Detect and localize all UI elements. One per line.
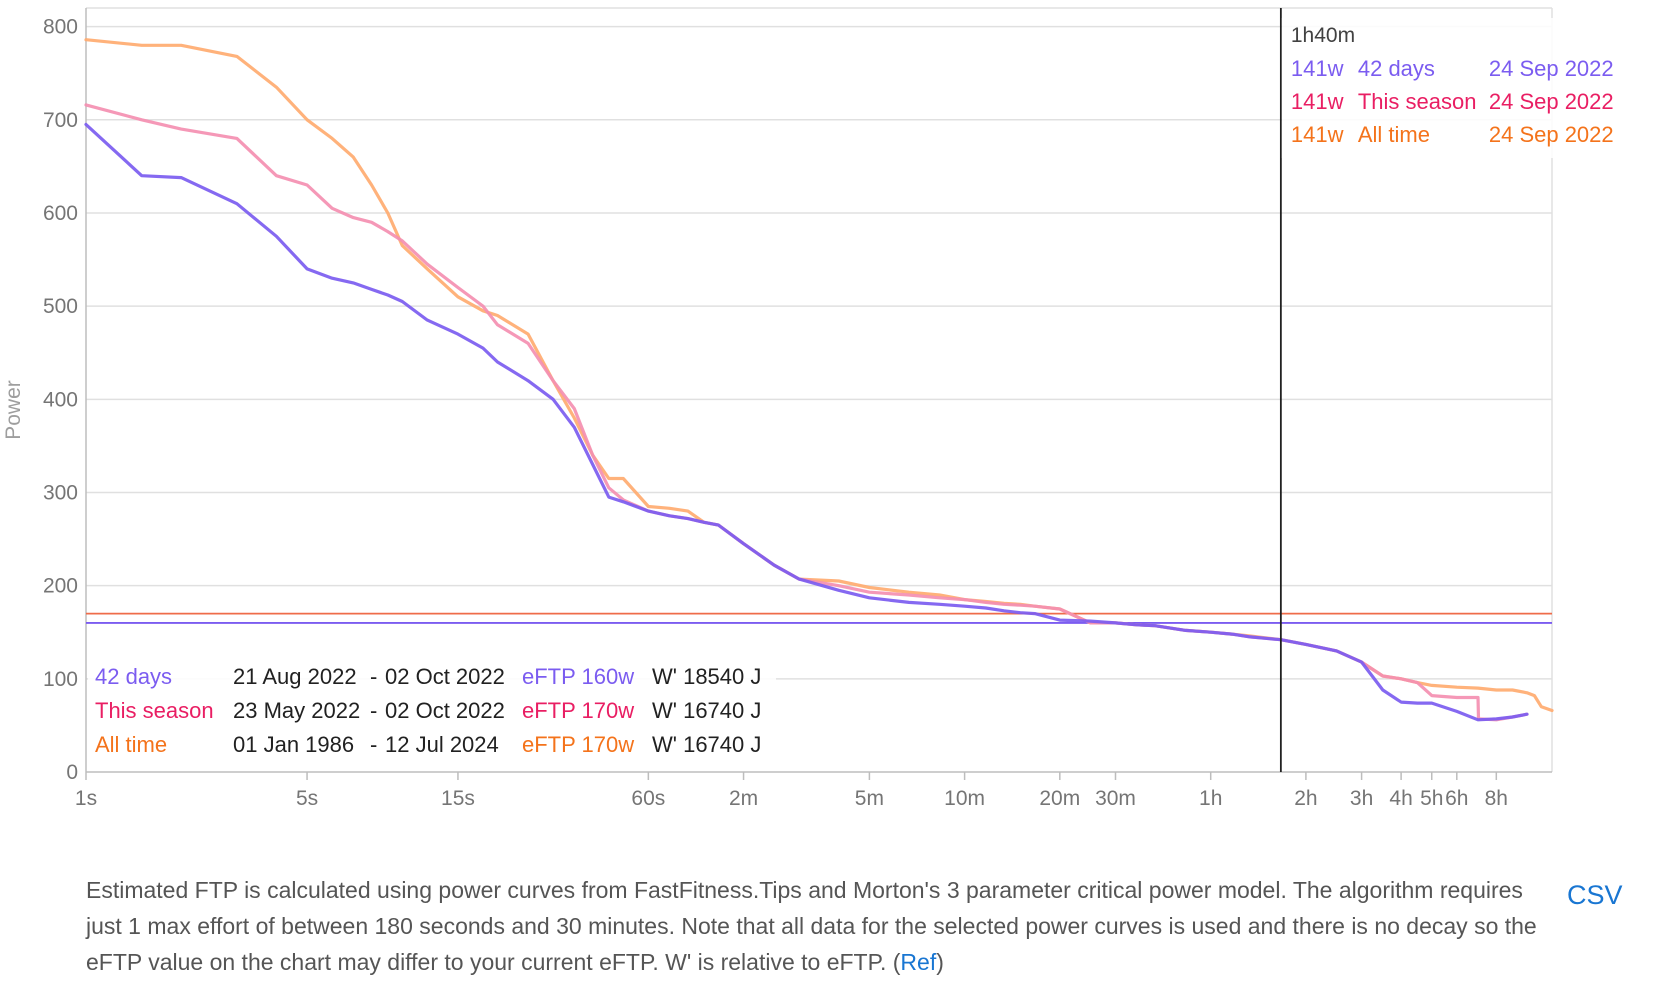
- legend-eftp: eFTP 160w: [522, 664, 634, 689]
- x-tick-label: 2h: [1294, 787, 1317, 810]
- footnote-close: ): [936, 949, 944, 975]
- tooltip-date: 24 Sep 2022: [1489, 56, 1614, 81]
- y-tick-label: 500: [43, 295, 78, 318]
- legend-to: 12 Jul 2024: [385, 732, 499, 757]
- x-tick-label: 8h: [1485, 787, 1508, 810]
- y-axis-ticks: 0 100 200 300 400 500 600 700 800: [43, 16, 78, 784]
- tooltip-box: [1281, 18, 1622, 158]
- x-tick-label: 30m: [1095, 787, 1136, 810]
- tooltip-label: 42 days: [1358, 56, 1435, 81]
- y-tick-label: 200: [43, 575, 78, 598]
- x-tick-label: 4h: [1389, 787, 1412, 810]
- legend-from: 01 Jan 1986: [233, 732, 354, 757]
- legend-label: This season: [95, 698, 214, 723]
- legend: 42 days 21 Aug 2022-02 Oct 2022 eFTP 160w W…: [88, 655, 776, 767]
- legend-box: [88, 655, 776, 767]
- x-tick-label: 5s: [296, 787, 318, 810]
- x-tick-label: 15s: [441, 787, 475, 810]
- legend-to: 02 Oct 2022: [385, 698, 505, 723]
- y-tick-label: 0: [66, 761, 78, 784]
- y-tick-label: 100: [43, 668, 78, 691]
- power-curves: [84, 38, 1554, 722]
- x-tick-label: 60s: [631, 787, 665, 810]
- x-tick-label: 3h: [1350, 787, 1373, 810]
- legend-sep: -: [370, 664, 377, 689]
- legend-label: 42 days: [95, 664, 172, 689]
- eftp-reference-lines: [86, 612, 1552, 624]
- legend-label: All time: [95, 732, 167, 757]
- legend-eftp: eFTP 170w: [522, 732, 634, 757]
- x-axis-ticks: 1s 5s 15s 60s 2m 5m 10m 20m 30m 1h 2h 3h 4h 5h 6h 8h: [75, 772, 1508, 810]
- tooltip-power: 141w: [1291, 89, 1344, 114]
- footnote-text: Estimated FTP is calculated using power …: [86, 877, 1537, 975]
- power-curve-chart: 0 100 200 300 400 500 600 700 800 1s 5s 15s 60s 2m 5m…: [2, 7, 1622, 810]
- legend-from: 21 Aug 2022: [233, 664, 357, 689]
- x-tick-label: 20m: [1039, 787, 1080, 810]
- series-line: [84, 122, 1529, 722]
- tooltip-date: 24 Sep 2022: [1489, 122, 1614, 147]
- legend-wprime: W' 16740 J: [652, 732, 761, 757]
- legend-to: 02 Oct 2022: [385, 664, 505, 689]
- y-tick-label: 600: [43, 202, 78, 225]
- legend-sep: -: [370, 732, 377, 757]
- tooltip-date: 24 Sep 2022: [1489, 89, 1614, 114]
- footnote: Estimated FTP is calculated using power …: [86, 872, 1546, 980]
- x-tick-label: 1h: [1199, 787, 1222, 810]
- x-tick-label: 1s: [75, 787, 97, 810]
- legend-wprime: W' 16740 J: [652, 698, 761, 723]
- csv-button[interactable]: CSV: [1567, 880, 1623, 910]
- legend-from: 23 May 2022: [233, 698, 360, 723]
- y-tick-label: 400: [43, 388, 78, 411]
- ref-link[interactable]: Ref: [900, 949, 937, 975]
- series-line: [84, 103, 1529, 722]
- x-tick-label: 10m: [944, 787, 985, 810]
- tooltip: 1h40m 141w 42 days 24 Sep 2022 141w This seas…: [1281, 18, 1622, 158]
- x-tick-label: 5h: [1420, 787, 1443, 810]
- x-tick-label: 6h: [1445, 787, 1468, 810]
- y-tick-label: 300: [43, 481, 78, 504]
- legend-wprime: W' 18540 J: [652, 664, 761, 689]
- legend-eftp: eFTP 170w: [522, 698, 634, 723]
- tooltip-power: 141w: [1291, 56, 1344, 81]
- x-tick-label: 2m: [729, 787, 758, 810]
- tooltip-power: 141w: [1291, 122, 1344, 147]
- y-tick-label: 700: [43, 109, 78, 132]
- tooltip-title: 1h40m: [1291, 24, 1355, 47]
- y-axis-label: Power: [2, 380, 25, 440]
- x-tick-label: 5m: [855, 787, 884, 810]
- legend-sep: -: [370, 698, 377, 723]
- tooltip-label: This season: [1358, 89, 1477, 114]
- tooltip-label: All time: [1358, 122, 1430, 147]
- y-tick-label: 800: [43, 16, 78, 39]
